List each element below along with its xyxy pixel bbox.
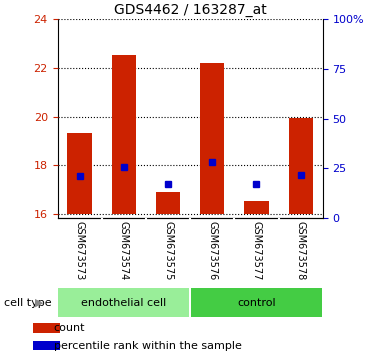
Text: ▶: ▶ — [35, 298, 44, 308]
Text: endothelial cell: endothelial cell — [81, 298, 167, 308]
Text: count: count — [54, 323, 85, 333]
Bar — [33, 341, 60, 350]
Text: GSM673574: GSM673574 — [119, 221, 129, 280]
Bar — [112, 55, 136, 214]
Bar — [191, 288, 322, 317]
Text: cell type: cell type — [4, 298, 51, 308]
Text: control: control — [237, 298, 276, 308]
Bar — [33, 323, 60, 333]
Text: GSM673573: GSM673573 — [75, 221, 85, 280]
Title: GDS4462 / 163287_at: GDS4462 / 163287_at — [114, 3, 266, 17]
Bar — [58, 288, 189, 317]
Bar — [200, 63, 224, 214]
Bar — [156, 192, 180, 214]
Text: GSM673575: GSM673575 — [163, 221, 173, 280]
Bar — [244, 201, 269, 214]
Text: GSM673577: GSM673577 — [252, 221, 262, 280]
Bar — [68, 133, 92, 214]
Text: GSM673576: GSM673576 — [207, 221, 217, 280]
Text: GSM673578: GSM673578 — [296, 221, 306, 280]
Text: percentile rank within the sample: percentile rank within the sample — [54, 341, 242, 351]
Bar — [289, 118, 313, 214]
